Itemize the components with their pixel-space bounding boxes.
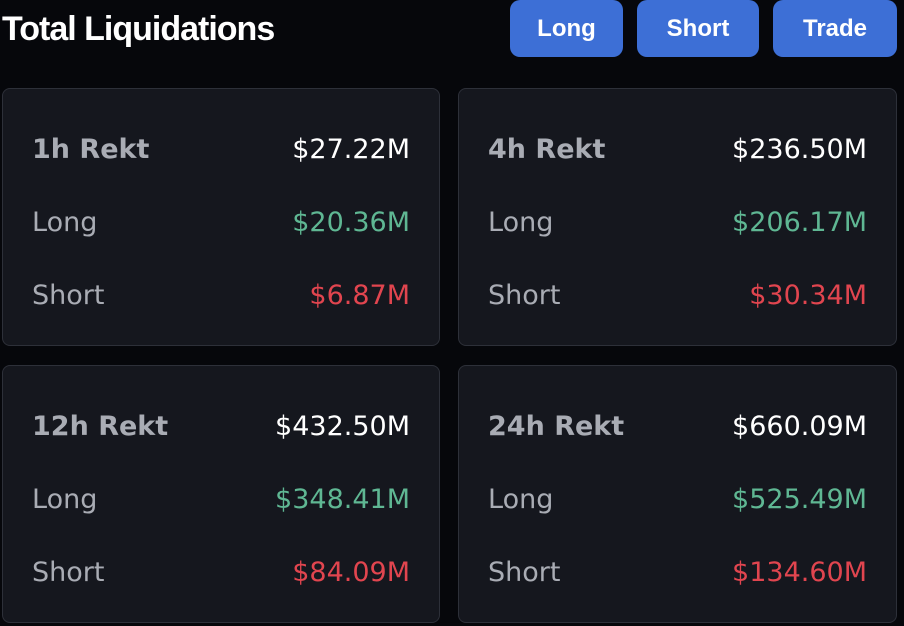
liquidation-card-24h: 24h Rekt $660.09M Long $525.49M Short $1… xyxy=(458,365,897,623)
short-value: $6.87M xyxy=(309,279,410,311)
long-value: $206.17M xyxy=(732,206,867,238)
short-row: Short $30.34M xyxy=(488,278,867,312)
short-label: Short xyxy=(32,556,105,588)
long-label: Long xyxy=(32,483,98,515)
short-button[interactable]: Short xyxy=(637,0,759,57)
period-label: 12h Rekt xyxy=(32,410,169,442)
short-label: Short xyxy=(488,279,561,311)
liquidation-card-12h: 12h Rekt $432.50M Long $348.41M Short $8… xyxy=(2,365,440,623)
long-value: $348.41M xyxy=(275,483,410,515)
long-row: Long $20.36M xyxy=(32,205,410,239)
total-value: $27.22M xyxy=(292,133,410,165)
short-value: $134.60M xyxy=(732,556,867,588)
period-label: 24h Rekt xyxy=(488,410,625,442)
liquidation-card-4h: 4h Rekt $236.50M Long $206.17M Short $30… xyxy=(458,88,897,346)
long-value: $20.36M xyxy=(292,206,410,238)
period-label: 1h Rekt xyxy=(32,133,150,165)
long-label: Long xyxy=(488,206,554,238)
short-label: Short xyxy=(32,279,105,311)
short-row: Short $84.09M xyxy=(32,555,410,589)
long-label: Long xyxy=(32,206,98,238)
total-value: $432.50M xyxy=(275,410,410,442)
total-row: 12h Rekt $432.50M xyxy=(32,409,410,443)
long-value: $525.49M xyxy=(732,483,867,515)
short-row: Short $6.87M xyxy=(32,278,410,312)
total-row: 1h Rekt $27.22M xyxy=(32,132,410,166)
long-row: Long $348.41M xyxy=(32,482,410,516)
trade-button[interactable]: Trade xyxy=(773,0,897,57)
short-label: Short xyxy=(488,556,561,588)
long-label: Long xyxy=(488,483,554,515)
long-row: Long $206.17M xyxy=(488,205,867,239)
period-label: 4h Rekt xyxy=(488,133,606,165)
long-button[interactable]: Long xyxy=(510,0,623,57)
total-value: $660.09M xyxy=(732,410,867,442)
page-title: Total Liquidations xyxy=(2,10,275,48)
total-value: $236.50M xyxy=(732,133,867,165)
short-row: Short $134.60M xyxy=(488,555,867,589)
short-value: $84.09M xyxy=(292,556,410,588)
long-row: Long $525.49M xyxy=(488,482,867,516)
short-value: $30.34M xyxy=(749,279,867,311)
liquidation-card-1h: 1h Rekt $27.22M Long $20.36M Short $6.87… xyxy=(2,88,440,346)
total-row: 24h Rekt $660.09M xyxy=(488,409,867,443)
total-row: 4h Rekt $236.50M xyxy=(488,132,867,166)
